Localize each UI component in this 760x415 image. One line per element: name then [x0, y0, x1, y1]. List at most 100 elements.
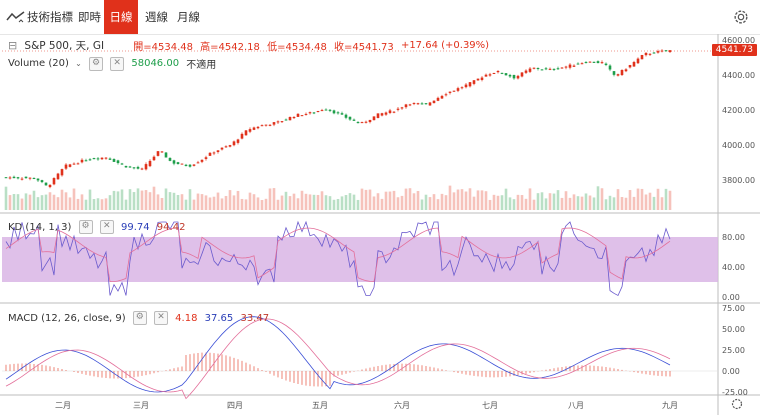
candle-body [520, 72, 524, 77]
tab-monthly[interactable]: 月線 [177, 10, 200, 24]
candle-body [664, 50, 668, 52]
candle-body [168, 157, 172, 161]
volume-bar [268, 188, 272, 210]
settings-icon[interactable]: ⚙ [132, 311, 147, 325]
volume-bar [384, 191, 388, 210]
candle-body [612, 71, 616, 75]
volume-bar [112, 190, 116, 210]
volume-bar [244, 199, 248, 210]
macd-legend: MACD (12, 26, close, 9) ⚙ ✕ 4.18 37.65 3… [8, 311, 269, 325]
settings-icon[interactable]: ⚙ [88, 56, 103, 71]
chevron-down-icon[interactable]: ⌄ [75, 59, 82, 68]
volume-bar [228, 190, 232, 210]
volume-bar [356, 199, 360, 210]
candle-body [276, 121, 280, 123]
kd-d-line [5, 227, 671, 283]
candle-body [580, 63, 584, 65]
volume-bar [580, 196, 584, 210]
candle-body [516, 75, 520, 79]
macd-hist-value: 4.18 [175, 312, 198, 324]
volume-bar [540, 192, 544, 210]
tab-realtime[interactable]: 即時 [78, 10, 101, 24]
volume-bar [524, 198, 528, 210]
candle-body [8, 177, 12, 179]
volume-label[interactable]: Volume (20) [8, 58, 69, 69]
tab-daily[interactable]: 日線 [104, 0, 138, 34]
volume-bar [464, 191, 468, 210]
candle-body [340, 113, 344, 115]
macd-line [5, 316, 671, 393]
close-icon[interactable]: ✕ [153, 311, 168, 325]
kd-label[interactable]: KD (14, 1, 3) [8, 221, 72, 233]
volume-bar [252, 194, 256, 210]
axis-settings-icon[interactable] [731, 398, 743, 410]
volume-bar [208, 197, 212, 210]
volume-value: 58046.00 [131, 58, 180, 69]
close-icon[interactable]: ✕ [99, 220, 114, 234]
volume-bar [164, 188, 168, 210]
volume-bar [332, 199, 336, 210]
candle-body [484, 74, 488, 77]
volume-bar [372, 196, 376, 210]
volume-bar [20, 198, 24, 210]
candle-body [16, 177, 20, 179]
volume-bar [480, 190, 484, 210]
candle-body [228, 145, 232, 147]
candle-body [616, 74, 620, 76]
volume-bar [632, 196, 636, 210]
toolbar: 技術指標 即時 日線 週線 月線 [0, 0, 760, 35]
candle-body [308, 112, 312, 114]
candle-body [500, 72, 504, 74]
candle-body [164, 152, 168, 158]
volume-bar [596, 186, 600, 210]
volume-bar [56, 197, 60, 210]
settings-icon[interactable]: ⚙ [78, 220, 93, 234]
collapse-toggle[interactable]: ⊟ [8, 39, 18, 52]
candle-body [320, 110, 324, 112]
candle-body [400, 107, 404, 109]
symbol-label[interactable]: S&P 500, 天, GI [24, 40, 105, 52]
volume-bar [92, 199, 96, 210]
volume-bar [616, 189, 620, 210]
volume-bar [360, 188, 364, 210]
candle-body [176, 162, 180, 165]
candle-body [448, 91, 452, 93]
candle-body [260, 125, 264, 127]
last-price-tag: 4541.73 [711, 44, 757, 56]
volume-bar [560, 197, 564, 210]
candle-body [604, 63, 608, 65]
volume-bar [152, 186, 156, 210]
tab-weekly[interactable]: 週線 [145, 10, 168, 24]
volume-na: 不適用 [186, 60, 217, 71]
candle-body [532, 67, 536, 69]
volume-bar [36, 197, 40, 210]
x-axis-month-label: 八月 [568, 401, 584, 410]
close-icon[interactable]: ✕ [110, 56, 125, 71]
volume-bar [528, 188, 532, 210]
candle-body [40, 180, 44, 183]
candle-body [656, 51, 660, 53]
volume-bar [440, 193, 444, 210]
macd-label[interactable]: MACD (12, 26, close, 9) [8, 312, 126, 324]
candle-body [392, 111, 396, 113]
indicators-button[interactable]: 技術指標 [27, 10, 73, 24]
volume-bar [328, 196, 332, 210]
gear-icon[interactable] [732, 8, 750, 26]
candle-body [280, 121, 284, 123]
candle-body [460, 87, 464, 89]
candle-body [244, 130, 248, 136]
candle-body [648, 53, 652, 55]
volume-bar [52, 194, 56, 210]
volume-bar [160, 197, 164, 210]
indicators-icon[interactable] [6, 10, 26, 24]
volume-bar [504, 188, 508, 210]
price-tick-label: 4000.00 [722, 141, 755, 150]
candle-body [268, 124, 272, 126]
candle-body [552, 68, 556, 70]
volume-bar [104, 198, 108, 210]
volume-bar [216, 192, 220, 210]
volume-bar [16, 194, 20, 210]
candle-body [60, 169, 64, 176]
candle-body [32, 177, 36, 179]
